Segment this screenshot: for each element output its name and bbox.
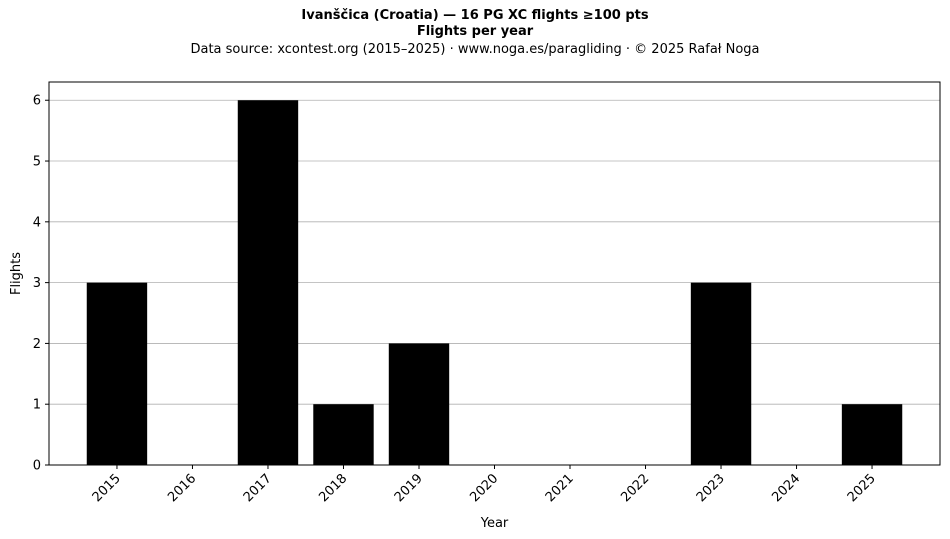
x-tick-label-2019: 2019 (392, 471, 426, 505)
y-tick-label: 3 (33, 276, 41, 291)
x-tick-label-2022: 2022 (618, 471, 652, 505)
x-tick-label-2020: 2020 (467, 471, 501, 505)
bar-2025 (841, 404, 903, 465)
chart-subtitle: Flights per year (416, 24, 534, 39)
y-tick-label: 6 (33, 94, 41, 109)
plot-frame (48, 81, 941, 466)
y-tick-label: 4 (33, 215, 41, 230)
bar-2015 (86, 282, 148, 465)
bar-layer (86, 100, 903, 465)
x-tick-label-2015: 2015 (90, 471, 124, 505)
y-tick-label: 2 (33, 337, 41, 352)
y-tick-label: 5 (33, 155, 41, 170)
chart-title-block: Ivanščica (Croatia) — 16 PG XC flights ≥… (0, 8, 950, 60)
chart-source-note: Data source: xcontest.org (2015–2025) · … (190, 42, 760, 57)
bar-2017 (237, 100, 299, 465)
x-tick-label-2016: 2016 (165, 471, 199, 505)
axis-layer: 0 1 2 3 4 5 6 2015 2016 2017 2018 2019 2020 2021 2022 2… (33, 94, 879, 505)
y-tick-label: 0 (33, 459, 41, 474)
grid-layer (49, 99, 940, 466)
x-axis-label: Year (480, 516, 509, 531)
y-axis-label: Flights (9, 252, 24, 295)
x-tick-label-2023: 2023 (694, 471, 728, 505)
bar-2018 (313, 404, 374, 465)
x-tick-label-2017: 2017 (241, 471, 275, 505)
x-tick-label-2018: 2018 (316, 471, 350, 505)
bar-2019 (388, 343, 450, 465)
x-tick-label-2025: 2025 (845, 471, 879, 505)
x-tick-label-2024: 2024 (769, 471, 803, 505)
x-tick-label-2021: 2021 (543, 471, 577, 505)
bar-2023 (690, 282, 752, 465)
y-tick-label: 1 (33, 398, 41, 413)
chart-title: Ivanščica (Croatia) — 16 PG XC flights ≥… (301, 8, 649, 23)
